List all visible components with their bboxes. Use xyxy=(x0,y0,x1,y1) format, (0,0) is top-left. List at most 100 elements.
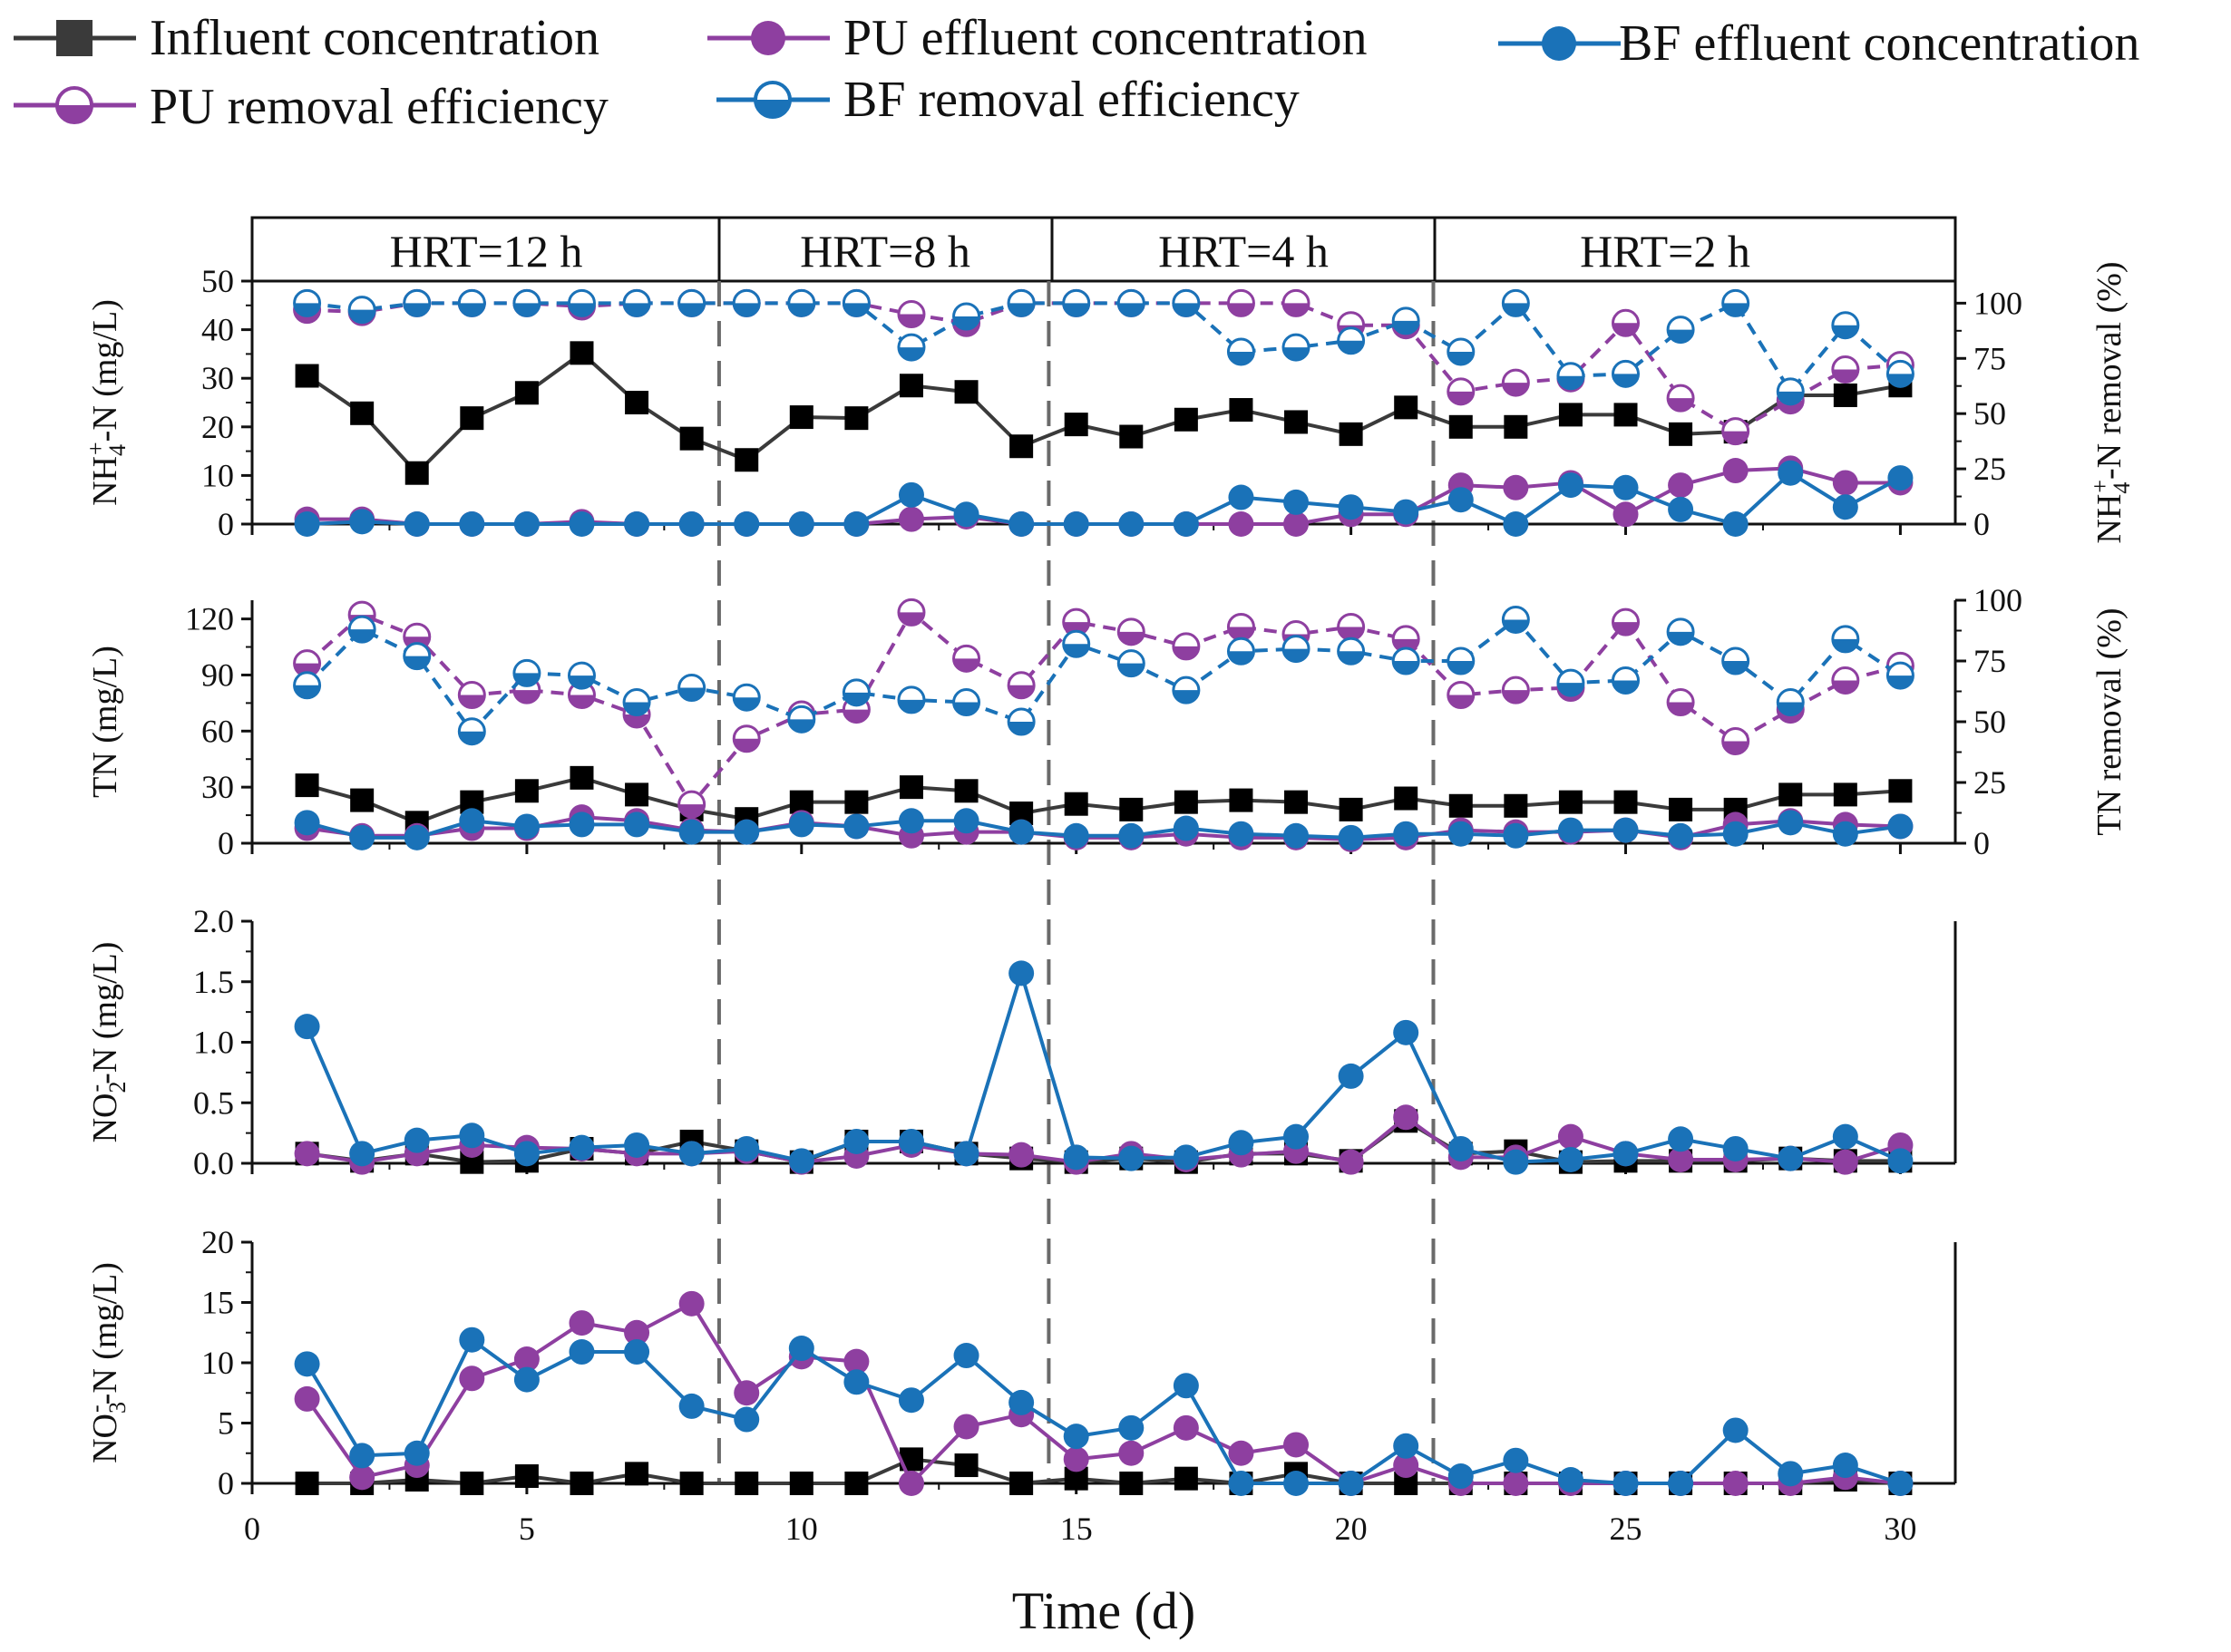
data-point xyxy=(1503,822,1529,849)
data-point xyxy=(1888,779,1913,803)
data-point xyxy=(404,824,430,850)
data-point xyxy=(512,658,541,687)
data-point xyxy=(897,685,926,714)
data-point-fill xyxy=(953,658,979,672)
data-point xyxy=(1503,1149,1529,1175)
series-line xyxy=(307,1457,1901,1485)
data-point xyxy=(1393,1104,1419,1131)
series-pu-removal xyxy=(293,288,1914,446)
data-point xyxy=(788,811,814,838)
data-point xyxy=(1832,494,1858,520)
data-point xyxy=(1063,822,1089,849)
data-point xyxy=(460,1472,484,1495)
data-point xyxy=(569,1339,595,1365)
y2-axis-title: TN removal (%) xyxy=(2090,607,2129,835)
data-point-fill xyxy=(569,675,595,689)
data-point xyxy=(1612,666,1641,695)
data-point xyxy=(953,1414,979,1440)
data-point xyxy=(1557,1467,1583,1493)
panel-3: 0.0 0.5 1.0 1.5 2.0 NO2--N (mg/L) xyxy=(83,903,1957,1181)
data-point xyxy=(1503,1447,1529,1473)
y2-tick-label: 75 xyxy=(1973,340,2006,376)
panel-4: 0 5 10 15 20 0 5 10 15 20 25 30 NO3--N (mg/L) xyxy=(83,1224,1957,1547)
x-tick-label: 20 xyxy=(1335,1511,1368,1547)
series-line xyxy=(307,301,1901,433)
y-tick-label: 60 xyxy=(201,713,234,749)
data-point-fill xyxy=(569,303,595,316)
data-point-fill xyxy=(1173,646,1199,659)
data-point xyxy=(735,448,759,472)
data-point xyxy=(734,1135,760,1161)
data-point-fill xyxy=(349,309,375,323)
data-point xyxy=(1885,359,1914,388)
data-point xyxy=(1008,1389,1035,1415)
data-point xyxy=(403,642,432,671)
data-point xyxy=(1503,474,1529,500)
data-point xyxy=(1339,422,1363,446)
data-point xyxy=(1338,1149,1364,1175)
data-point-fill xyxy=(788,719,814,733)
data-point xyxy=(295,773,319,798)
data-point xyxy=(1393,1453,1419,1479)
panel-2: 0 30 60 90 120 0 25 50 75 100 TN (mg/L) TN removal … xyxy=(86,582,2129,861)
data-point-fill xyxy=(1118,303,1145,316)
data-point xyxy=(1228,1471,1254,1496)
y-tick-label: 15 xyxy=(201,1285,234,1321)
data-point-fill xyxy=(1612,622,1639,636)
data-point xyxy=(1007,671,1036,700)
data-point xyxy=(569,511,595,537)
data-point xyxy=(1722,1135,1749,1161)
data-point xyxy=(787,705,816,734)
data-point xyxy=(1776,688,1805,717)
data-point-fill xyxy=(1118,631,1145,645)
data-point xyxy=(1721,726,1750,755)
data-point xyxy=(513,511,540,537)
data-point-fill xyxy=(404,303,430,316)
data-point xyxy=(569,811,595,838)
hrt-label-2h: HRT=2 h xyxy=(1580,226,1750,277)
data-point-fill xyxy=(843,709,870,723)
data-point xyxy=(570,1472,594,1495)
data-point xyxy=(1447,646,1476,675)
data-point xyxy=(735,1472,759,1495)
data-point xyxy=(1063,1144,1089,1171)
series-line xyxy=(307,775,1901,825)
data-point-fill xyxy=(734,303,760,316)
data-point xyxy=(1832,1453,1858,1479)
data-point xyxy=(1337,326,1366,355)
data-point xyxy=(1394,395,1418,420)
data-point xyxy=(622,688,651,717)
data-point xyxy=(953,501,979,528)
data-point xyxy=(1283,1471,1310,1496)
data-point xyxy=(1064,792,1088,816)
data-point xyxy=(1447,337,1476,366)
data-point xyxy=(1556,362,1585,391)
data-point xyxy=(1613,403,1638,427)
data-point xyxy=(1394,786,1418,811)
data-point xyxy=(1613,790,1638,814)
data-point xyxy=(1447,487,1474,513)
data-point-fill xyxy=(1447,661,1474,674)
y-tick-label: 0 xyxy=(218,506,234,542)
series-bf-effluent xyxy=(294,1326,1914,1496)
data-point xyxy=(1007,288,1036,317)
data-point xyxy=(732,683,761,712)
data-point-fill xyxy=(734,738,760,752)
data-point xyxy=(1887,1148,1914,1174)
data-point xyxy=(624,811,650,838)
data-point-fill xyxy=(1722,431,1749,444)
data-point xyxy=(293,288,322,317)
data-point xyxy=(1337,637,1366,666)
data-point xyxy=(1503,1471,1529,1496)
data-point-fill xyxy=(1393,320,1419,334)
series-line xyxy=(305,971,1902,1164)
data-point xyxy=(844,790,869,814)
data-point-fill xyxy=(459,303,485,316)
data-point xyxy=(1833,782,1857,807)
data-point xyxy=(404,1440,430,1466)
data-point xyxy=(843,511,870,537)
data-point xyxy=(1831,311,1860,340)
series-bf-effluent xyxy=(294,460,1914,537)
data-point xyxy=(678,1141,705,1167)
data-point xyxy=(1612,1471,1639,1496)
